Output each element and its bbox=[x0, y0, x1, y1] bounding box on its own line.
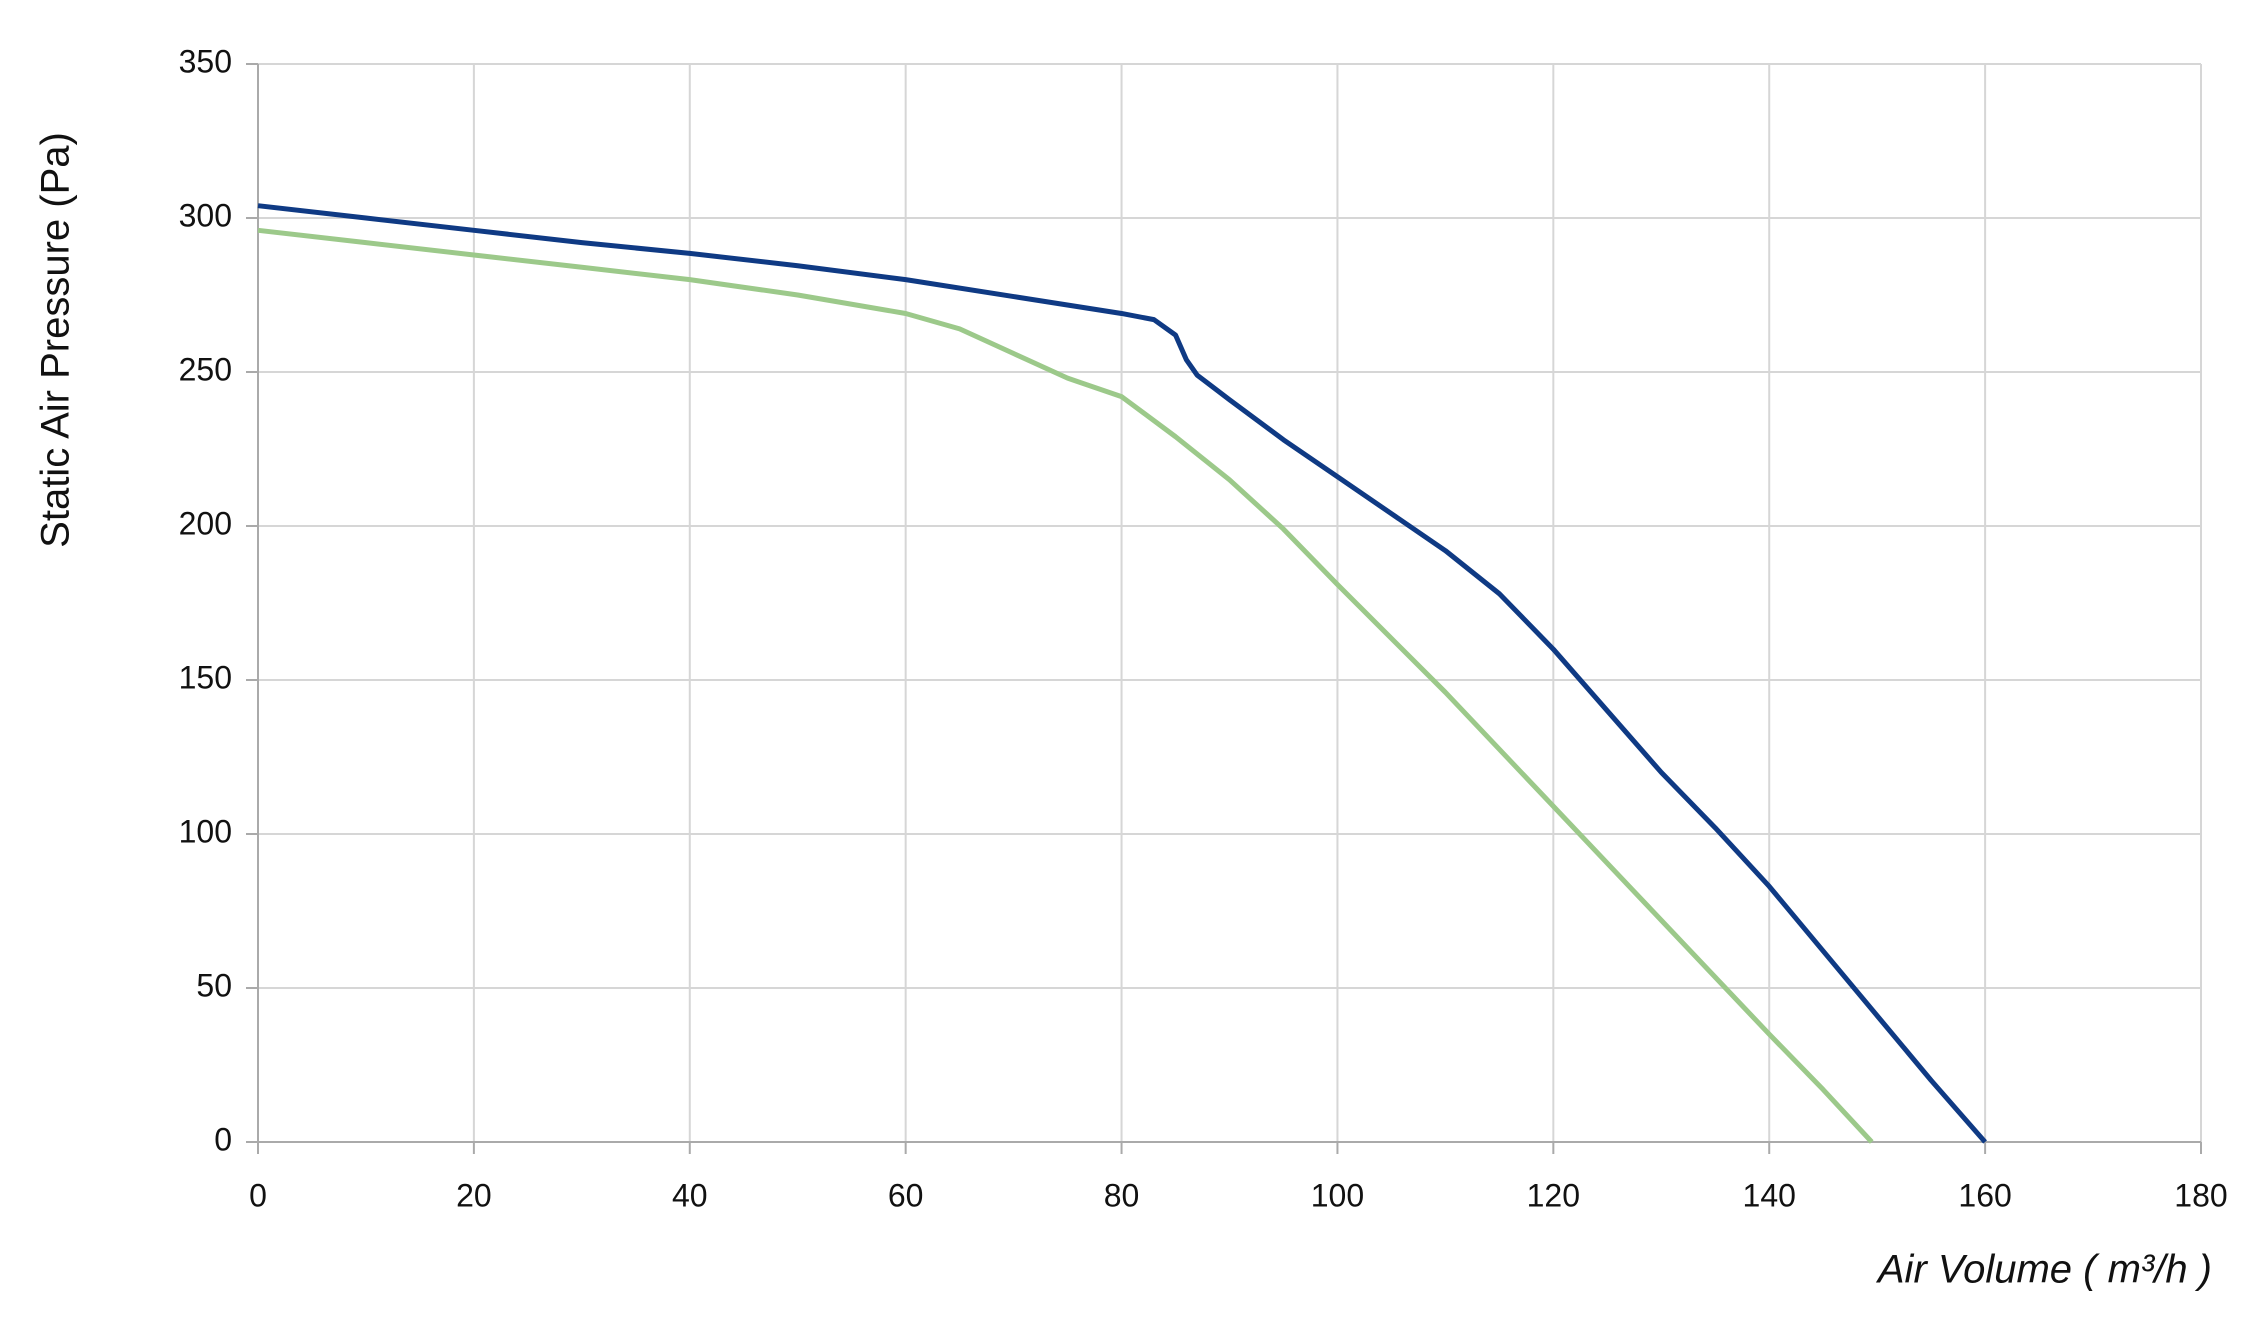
y-tick-label: 250 bbox=[179, 351, 232, 387]
x-tick-label: 160 bbox=[1958, 1177, 2011, 1213]
y-axis-title: Static Air Pressure (Pa) bbox=[34, 132, 78, 548]
x-tick-label: 0 bbox=[249, 1177, 267, 1213]
y-tick-label: 0 bbox=[214, 1121, 232, 1157]
x-tick-label: 80 bbox=[1104, 1177, 1140, 1213]
series-line bbox=[257, 227, 1874, 1144]
y-tick-label: 200 bbox=[179, 505, 232, 541]
y-tick-label: 50 bbox=[196, 967, 232, 1003]
x-axis-title: Air Volume ( m³/h ) bbox=[1876, 1248, 2212, 1292]
x-tick-label: 20 bbox=[456, 1177, 492, 1213]
y-tick-label: 100 bbox=[179, 813, 232, 849]
y-tick-label: 350 bbox=[179, 43, 232, 79]
x-tick-label: 100 bbox=[1311, 1177, 1364, 1213]
x-tick-label: 60 bbox=[888, 1177, 924, 1213]
x-tick-label: 120 bbox=[1527, 1177, 1580, 1213]
x-tick-label: 180 bbox=[2174, 1177, 2227, 1213]
y-tick-label: 300 bbox=[179, 197, 232, 233]
x-tick-label: 40 bbox=[672, 1177, 708, 1213]
y-tick-label: 150 bbox=[179, 659, 232, 695]
series-line bbox=[257, 203, 1987, 1144]
x-tick-label: 140 bbox=[1743, 1177, 1796, 1213]
